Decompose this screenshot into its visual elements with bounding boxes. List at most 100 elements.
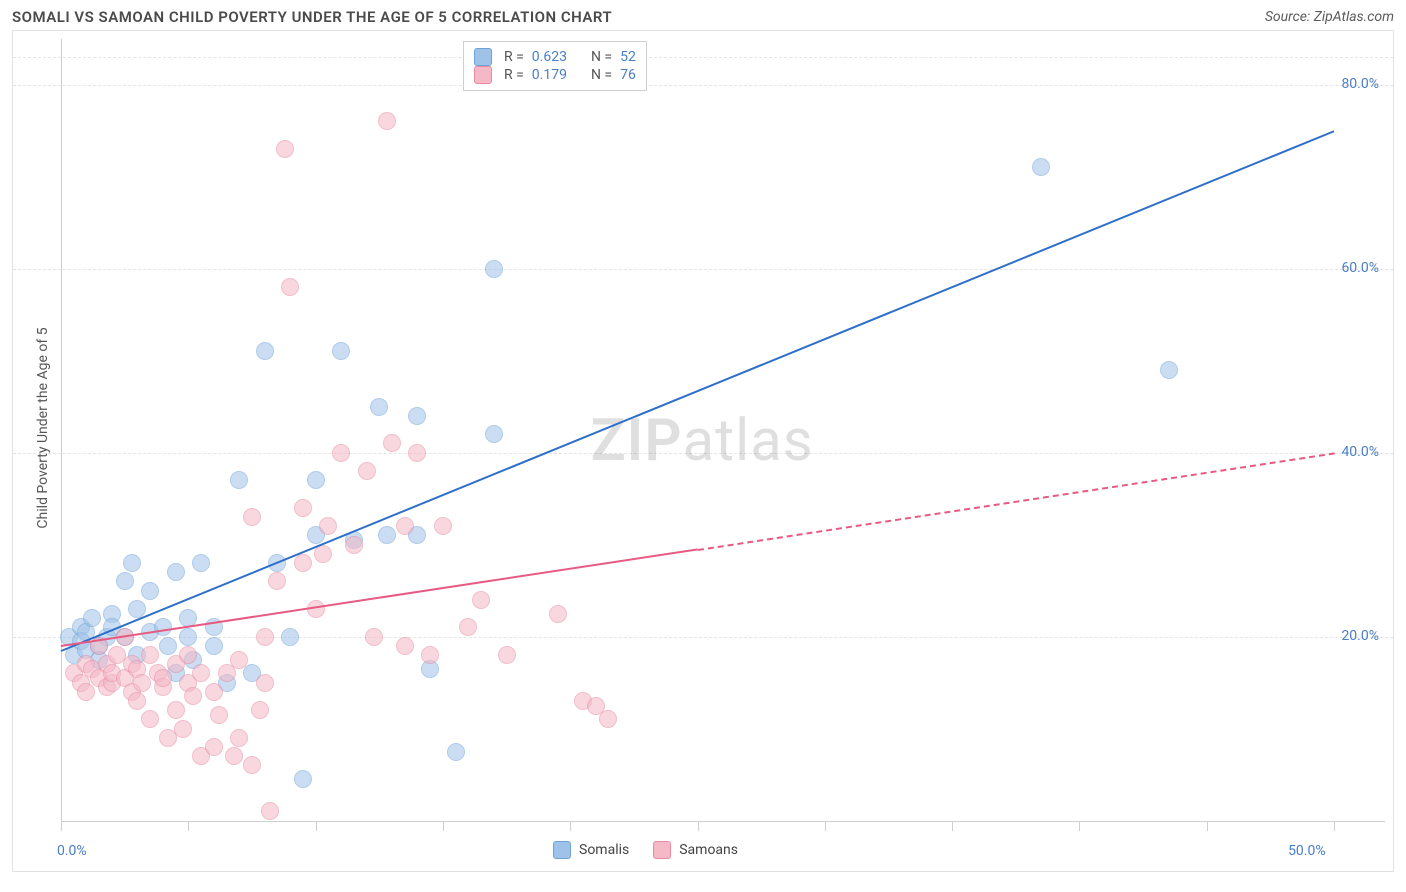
data-point xyxy=(243,508,261,526)
data-point xyxy=(205,738,223,756)
data-point xyxy=(179,646,197,664)
x-tick xyxy=(443,821,444,831)
data-point xyxy=(281,628,299,646)
data-point xyxy=(174,720,192,738)
y-axis-line xyxy=(61,39,62,821)
series-legend-label: Samoans xyxy=(679,842,738,858)
x-tick xyxy=(1079,821,1080,831)
x-tick xyxy=(952,821,953,831)
series-legend-item: Samoans xyxy=(653,841,738,859)
data-point xyxy=(485,260,503,278)
data-point xyxy=(599,710,617,728)
data-point xyxy=(230,471,248,489)
x-tick xyxy=(61,821,62,831)
series-legend: Somalis Samoans xyxy=(553,841,738,859)
data-point xyxy=(77,683,95,701)
data-point xyxy=(408,444,426,462)
data-point xyxy=(128,692,146,710)
data-point xyxy=(332,342,350,360)
x-tick xyxy=(570,821,571,831)
data-point xyxy=(294,499,312,517)
correlation-chart: 20.0%40.0%60.0%80.0%0.0%50.0%Child Pover… xyxy=(12,30,1394,872)
data-point xyxy=(276,140,294,158)
data-point xyxy=(294,770,312,788)
y-axis-label: Child Poverty Under the Age of 5 xyxy=(35,308,51,548)
data-point xyxy=(230,651,248,669)
data-point xyxy=(218,664,236,682)
data-point xyxy=(210,706,228,724)
data-point xyxy=(179,628,197,646)
x-tick-label: 0.0% xyxy=(57,843,87,859)
data-point xyxy=(365,628,383,646)
y-tick-label: 60.0% xyxy=(1341,260,1379,276)
x-tick xyxy=(825,821,826,831)
data-point xyxy=(261,802,279,820)
data-point xyxy=(307,471,325,489)
stats-legend: R =0.623N =52R =0.179N =76 xyxy=(463,41,647,91)
data-point xyxy=(421,646,439,664)
chart-source: Source: ZipAtlas.com xyxy=(1265,9,1394,25)
data-point xyxy=(116,572,134,590)
data-point xyxy=(167,563,185,581)
legend-swatch xyxy=(474,48,492,66)
data-point xyxy=(251,701,269,719)
x-tick xyxy=(1207,821,1208,831)
data-point xyxy=(485,425,503,443)
data-point xyxy=(141,582,159,600)
data-point xyxy=(141,646,159,664)
data-point xyxy=(159,637,177,655)
data-point xyxy=(154,618,172,636)
data-point xyxy=(83,609,101,627)
legend-n-label: N = xyxy=(591,49,612,65)
grid-line xyxy=(13,57,1393,58)
series-legend-label: Somalis xyxy=(579,842,629,858)
watermark: ZIPatlas xyxy=(591,407,814,475)
grid-line xyxy=(13,453,1393,454)
data-point xyxy=(396,637,414,655)
data-point xyxy=(294,554,312,572)
legend-n-label: N = xyxy=(591,67,612,83)
legend-swatch xyxy=(553,841,571,859)
data-point xyxy=(256,628,274,646)
data-point xyxy=(370,398,388,416)
data-point xyxy=(256,674,274,692)
x-tick xyxy=(1334,821,1335,831)
x-axis-line xyxy=(61,821,1385,822)
data-point xyxy=(141,710,159,728)
data-point xyxy=(434,517,452,535)
legend-n-value: 52 xyxy=(620,49,636,65)
data-point xyxy=(396,517,414,535)
trend-line xyxy=(61,130,1335,652)
chart-title: SOMALI VS SAMOAN CHILD POVERTY UNDER THE… xyxy=(12,8,612,26)
data-point xyxy=(192,554,210,572)
data-point xyxy=(358,462,376,480)
data-point xyxy=(1160,361,1178,379)
data-point xyxy=(225,747,243,765)
series-legend-item: Somalis xyxy=(553,841,629,859)
data-point xyxy=(345,536,363,554)
x-tick-label: 50.0% xyxy=(1288,843,1326,859)
data-point xyxy=(205,637,223,655)
data-point xyxy=(184,687,202,705)
data-point xyxy=(408,407,426,425)
y-tick-label: 20.0% xyxy=(1341,628,1379,644)
legend-swatch xyxy=(474,66,492,84)
data-point xyxy=(167,701,185,719)
legend-n-value: 76 xyxy=(620,67,636,83)
stats-legend-row: R =0.623N =52 xyxy=(474,48,636,66)
chart-header: SOMALI VS SAMOAN CHILD POVERTY UNDER THE… xyxy=(0,0,1406,30)
legend-r-value: 0.623 xyxy=(532,49,567,65)
y-tick-label: 40.0% xyxy=(1341,444,1379,460)
data-point xyxy=(192,664,210,682)
data-point xyxy=(230,729,248,747)
data-point xyxy=(472,591,490,609)
data-point xyxy=(1032,158,1050,176)
data-point xyxy=(459,618,477,636)
data-point xyxy=(268,572,286,590)
trend-line xyxy=(697,452,1334,551)
data-point xyxy=(447,743,465,761)
legend-swatch xyxy=(653,841,671,859)
x-tick xyxy=(316,821,317,831)
data-point xyxy=(498,646,516,664)
grid-line xyxy=(13,269,1393,270)
